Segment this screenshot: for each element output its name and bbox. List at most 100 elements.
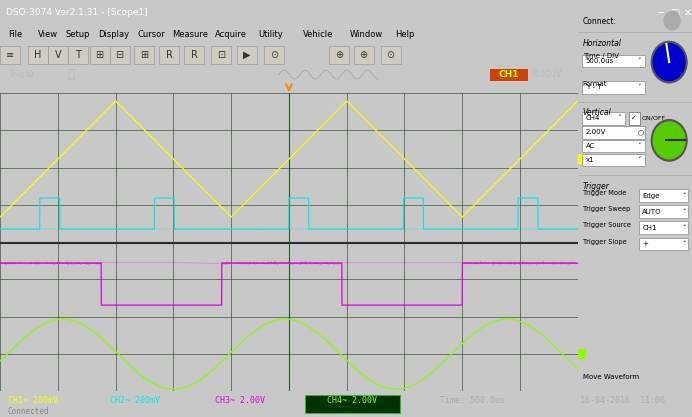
Text: V: V — [55, 50, 61, 60]
Text: ⊡: ⊡ — [217, 50, 225, 60]
Text: ˅: ˅ — [682, 208, 686, 215]
Text: Horizontal: Horizontal — [583, 39, 621, 48]
Text: ⊕: ⊕ — [360, 50, 367, 60]
Text: CH1: CH1 — [642, 225, 657, 231]
FancyBboxPatch shape — [48, 45, 68, 64]
FancyBboxPatch shape — [109, 45, 129, 64]
FancyBboxPatch shape — [639, 189, 688, 202]
Bar — [305, 395, 400, 413]
FancyBboxPatch shape — [582, 126, 645, 138]
Text: ✕: ✕ — [684, 8, 692, 18]
Text: Help: Help — [395, 30, 415, 39]
FancyBboxPatch shape — [28, 45, 48, 64]
Text: R: R — [191, 50, 198, 60]
FancyBboxPatch shape — [639, 205, 688, 218]
FancyBboxPatch shape — [134, 45, 154, 64]
FancyBboxPatch shape — [582, 81, 645, 94]
Text: ⎍: ⎍ — [68, 68, 75, 81]
Text: ˅: ˅ — [637, 84, 641, 90]
Text: Acquire: Acquire — [215, 30, 247, 39]
Circle shape — [664, 12, 680, 30]
Text: Y - T: Y - T — [585, 84, 601, 90]
Text: 0.00uV: 0.00uV — [533, 70, 563, 79]
Text: ˅: ˅ — [637, 143, 641, 149]
FancyBboxPatch shape — [68, 45, 88, 64]
Text: ⊞: ⊞ — [95, 50, 104, 60]
Text: ─: ─ — [657, 8, 663, 18]
Text: H: H — [34, 50, 42, 60]
Text: Trig'D: Trig'D — [8, 70, 33, 79]
Text: CH1~ 200mV: CH1~ 200mV — [8, 396, 58, 404]
Text: ≡: ≡ — [6, 50, 14, 60]
Text: Setup: Setup — [65, 30, 89, 39]
Text: Connect:: Connect: — [583, 17, 617, 26]
FancyBboxPatch shape — [184, 45, 204, 64]
Text: Vertical: Vertical — [583, 108, 612, 117]
Circle shape — [653, 44, 685, 80]
Text: CH1: CH1 — [499, 70, 519, 79]
FancyBboxPatch shape — [582, 140, 645, 153]
FancyBboxPatch shape — [354, 45, 374, 64]
Text: Format: Format — [583, 80, 608, 87]
Text: ✓: ✓ — [631, 116, 637, 121]
FancyBboxPatch shape — [0, 45, 20, 64]
Text: ˅: ˅ — [617, 116, 621, 121]
Text: Cursor: Cursor — [138, 30, 166, 39]
Text: Vehicle: Vehicle — [303, 30, 334, 39]
Text: ⊙: ⊙ — [270, 50, 278, 60]
Bar — [578, 154, 586, 164]
Text: R: R — [166, 50, 173, 60]
Text: ON/OFF: ON/OFF — [641, 116, 666, 121]
FancyBboxPatch shape — [629, 112, 640, 125]
Text: Trigger Sweep: Trigger Sweep — [583, 206, 630, 212]
FancyBboxPatch shape — [329, 45, 349, 64]
Text: ˅: ˅ — [682, 225, 686, 231]
Text: ⊞: ⊞ — [140, 50, 149, 60]
Circle shape — [653, 122, 685, 159]
FancyBboxPatch shape — [582, 153, 645, 166]
Text: 2.00V: 2.00V — [585, 129, 606, 135]
Text: AUTO: AUTO — [642, 208, 662, 215]
Text: ▶: ▶ — [244, 50, 251, 60]
FancyBboxPatch shape — [211, 45, 231, 64]
FancyBboxPatch shape — [381, 45, 401, 64]
Text: CH4~ 2.00V: CH4~ 2.00V — [327, 396, 377, 404]
Text: T: T — [75, 50, 81, 60]
Text: ˅: ˅ — [637, 58, 641, 64]
Text: Measure: Measure — [172, 30, 208, 39]
Text: View: View — [38, 30, 58, 39]
Text: CH2~ 200mV: CH2~ 200mV — [110, 396, 160, 404]
Text: x1: x1 — [585, 157, 594, 163]
Text: ⬡: ⬡ — [637, 129, 644, 135]
Text: Time / DIV: Time / DIV — [583, 53, 619, 59]
FancyBboxPatch shape — [159, 45, 179, 64]
Text: +: + — [642, 241, 648, 247]
Text: Window: Window — [350, 30, 383, 39]
Text: CH3~ 2.00V: CH3~ 2.00V — [215, 396, 265, 404]
Text: Edge: Edge — [642, 193, 659, 198]
Text: □: □ — [671, 8, 680, 18]
FancyBboxPatch shape — [264, 45, 284, 64]
Text: 16-04-2016  11:06: 16-04-2016 11:06 — [580, 396, 665, 404]
Text: Trigger Slope: Trigger Slope — [583, 239, 626, 245]
Text: ⊕: ⊕ — [335, 50, 343, 60]
Text: Time: 500.0us: Time: 500.0us — [440, 396, 505, 404]
Bar — [578, 349, 586, 359]
Text: Trigger: Trigger — [583, 182, 610, 191]
FancyBboxPatch shape — [237, 45, 257, 64]
Text: CH4: CH4 — [585, 116, 600, 121]
Text: ˅: ˅ — [682, 193, 686, 198]
Text: AC: AC — [585, 143, 595, 149]
Text: DSO-3074 Ver2.1.31 - [Scope1]: DSO-3074 Ver2.1.31 - [Scope1] — [6, 8, 147, 18]
Text: ˅: ˅ — [637, 157, 641, 163]
FancyBboxPatch shape — [639, 238, 688, 250]
Text: Trigger Source: Trigger Source — [583, 223, 631, 229]
Text: ˅: ˅ — [682, 241, 686, 247]
FancyBboxPatch shape — [582, 55, 645, 67]
FancyBboxPatch shape — [639, 221, 688, 234]
FancyBboxPatch shape — [90, 45, 109, 64]
Text: Trigger Mode: Trigger Mode — [583, 190, 626, 196]
Circle shape — [651, 120, 687, 161]
Text: Utility: Utility — [258, 30, 283, 39]
Text: 500.0us: 500.0us — [585, 58, 614, 64]
